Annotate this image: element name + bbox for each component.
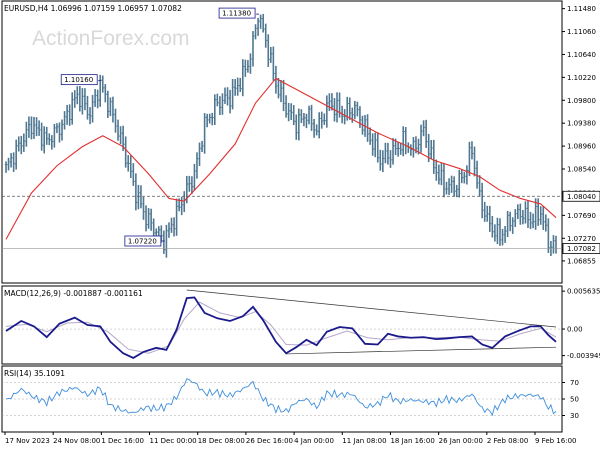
rsi-line	[5, 378, 557, 417]
price-tick-label: 1.11060	[567, 28, 596, 36]
time-tick-label: 26 Jan 00:00	[439, 437, 483, 445]
rsi-panel: 70 50 30	[2, 378, 579, 420]
time-tick-label: 18 Jan 16:00	[390, 437, 434, 445]
macd-title: MACD(12,26,9) -0.001887 -0.001161	[4, 289, 143, 298]
watermark: ActionForex.com	[32, 27, 190, 50]
time-tick-label: 11 Jan 08:00	[342, 437, 386, 445]
time-tick-label: 2 Feb 08:00	[487, 437, 528, 445]
price-tick-label: 1.09800	[567, 97, 596, 105]
macd-trendline-1	[286, 346, 557, 355]
time-tick-label: 9 Feb 16:00	[535, 437, 576, 445]
time-tick-label: 24 Nov 08:00	[53, 437, 100, 445]
last-price-label: 1.07082	[567, 245, 596, 253]
time-tick-label: 11 Dec 00:00	[150, 437, 197, 445]
price-tick-label: 1.10640	[567, 51, 596, 59]
macd-tick-label: 0.005635	[567, 288, 600, 296]
annotation-label: 1.10160	[64, 76, 93, 84]
macd-tick-label: -0.003949	[567, 352, 600, 360]
annotation-box	[124, 235, 162, 247]
rsi-tick-label: 70	[570, 379, 579, 387]
annotation-box	[218, 7, 256, 19]
panel-frame-0	[1, 0, 563, 284]
rsi-tick-label: 50	[570, 396, 579, 404]
panel-frame-1	[1, 285, 563, 365]
price-title: EURUSD,H4 1.06996 1.07159 1.06957 1.0708…	[4, 4, 182, 13]
macd-signal-line	[5, 301, 557, 354]
price-tick-label: 1.08960	[567, 143, 596, 151]
last-price-tag	[562, 243, 600, 254]
price-tick-label: 1.09380	[567, 120, 596, 128]
time-tick-label: 1 Dec 16:00	[101, 437, 144, 445]
time-tick-label: 17 Nov 2023	[5, 437, 50, 445]
moving-average-line	[5, 77, 557, 240]
price-panel: 1.068551.072701.076901.081001.085401.089…	[2, 5, 600, 265]
reference-line-tag	[562, 190, 600, 202]
macd-trendline-0	[186, 289, 557, 328]
annotation-label: 1.07220	[128, 238, 157, 246]
macd-line	[5, 296, 557, 359]
panel-frames	[1, 0, 563, 433]
rsi-title: RSI(14) 35.1091	[4, 369, 65, 378]
annotation-label: 1.11380	[222, 10, 251, 18]
rsi-tick-label: 30	[570, 412, 579, 420]
reference-line-label: 1.08040	[567, 193, 596, 201]
time-tick-label: 26 Dec 16:00	[246, 437, 293, 445]
price-tick-label: 1.06855	[567, 257, 596, 265]
price-tick-label: 1.08540	[567, 166, 596, 174]
macd-tick-label: 0.00	[567, 326, 583, 334]
price-tick-label: 1.07690	[567, 212, 596, 220]
time-tick-label: 4 Jan 00:00	[294, 437, 334, 445]
time-tick-label: 18 Dec 08:00	[198, 437, 245, 445]
price-tick-label: 1.11480	[567, 5, 596, 13]
price-tick-label: 1.07270	[567, 235, 596, 243]
time-axis: 17 Nov 2023 24 Nov 08:00 1 Dec 16:00 11 Dec…	[4, 432, 576, 445]
price-tick-label: 1.10220	[567, 74, 596, 82]
annotation-box	[60, 74, 98, 86]
macd-panel: 0.005635 0.00 -0.003949	[2, 288, 600, 360]
